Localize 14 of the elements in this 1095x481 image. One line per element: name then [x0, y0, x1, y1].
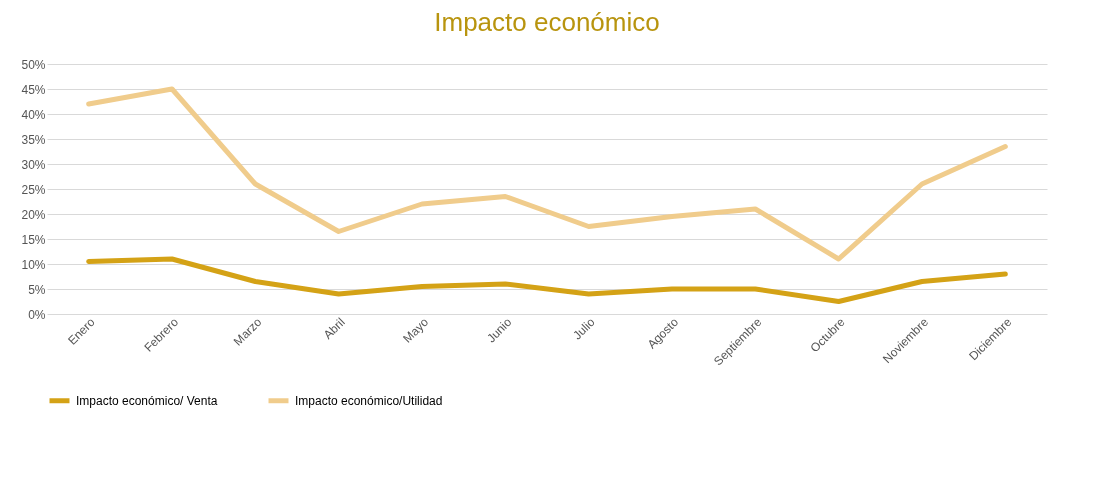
y-tick-label: 30% [21, 157, 46, 172]
y-tick-label: 25% [21, 182, 46, 197]
y-tick-label: 15% [21, 232, 46, 247]
legend-label: Impacto económico/ Venta [76, 393, 218, 408]
y-tick-label: 0% [28, 307, 46, 322]
y-tick-label: 35% [21, 132, 46, 147]
y-tick-label: 50% [21, 57, 46, 72]
y-tick-label: 5% [28, 282, 46, 297]
y-tick-label: 45% [21, 82, 46, 97]
y-tick-label: 10% [21, 257, 46, 272]
y-tick-label: 20% [21, 207, 46, 222]
chart-title: Impacto económico [434, 7, 660, 37]
legend-label: Impacto económico/Utilidad [295, 393, 443, 408]
y-tick-label: 40% [21, 107, 46, 122]
